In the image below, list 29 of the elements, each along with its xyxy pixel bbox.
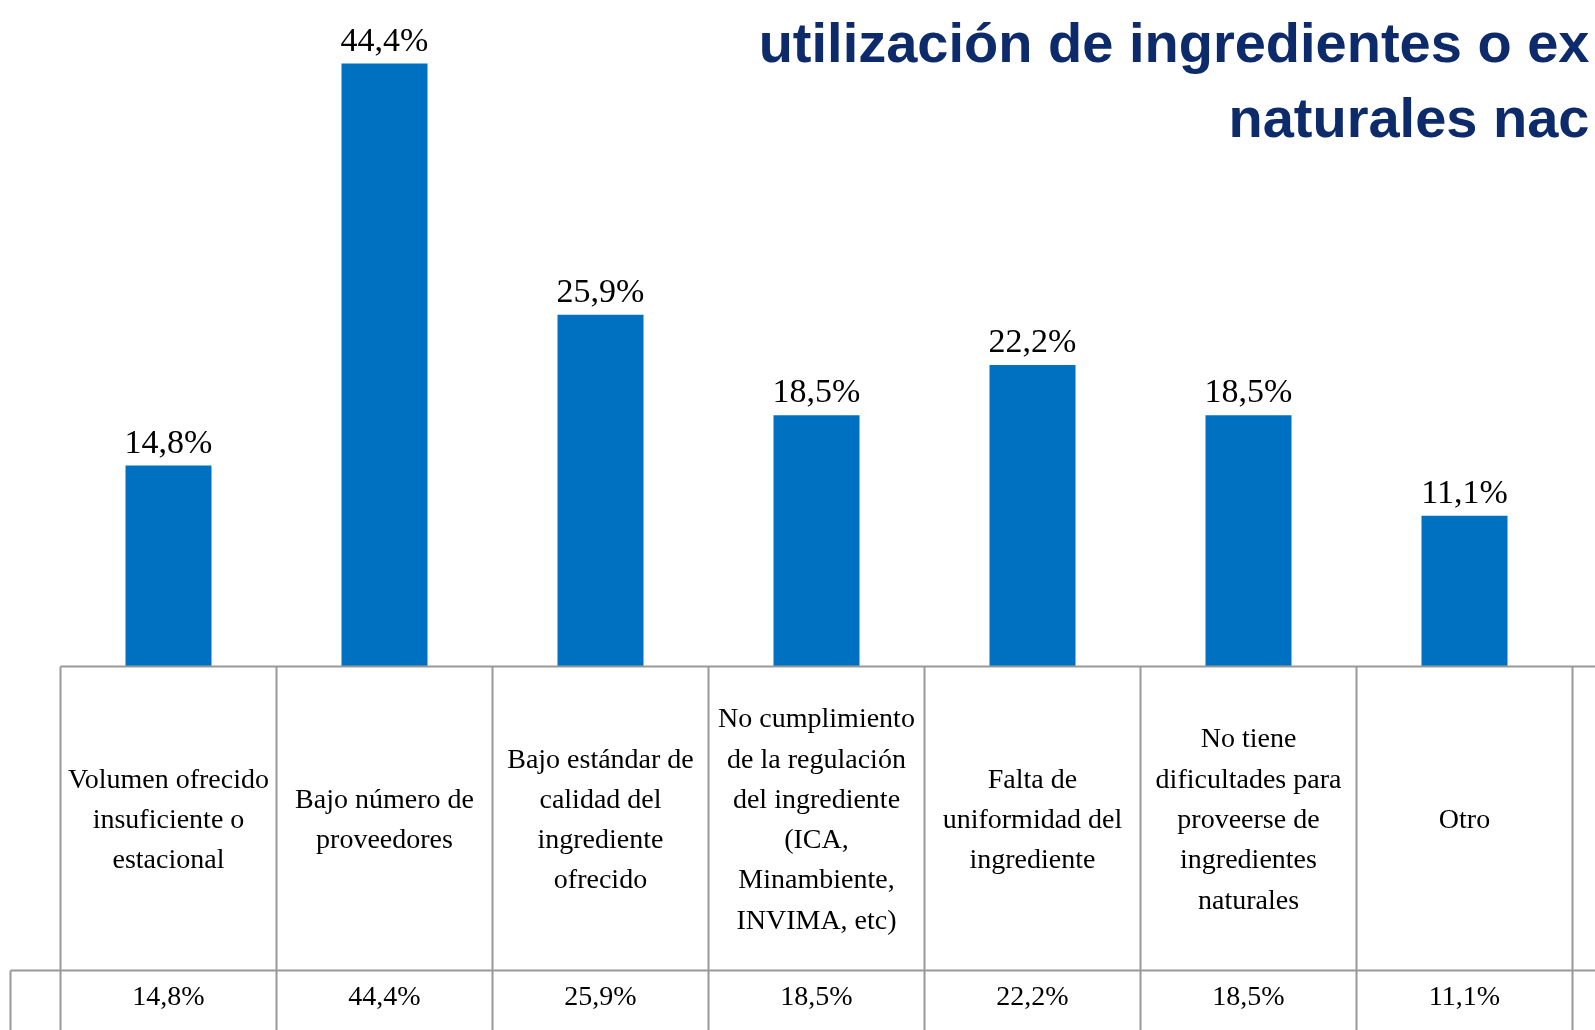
bar — [341, 63, 428, 667]
x-tick-label: Bajo número de proveedores — [295, 782, 474, 855]
text: 18,5% — [772, 372, 861, 410]
x-tick-label: No cumplimiento de la regulación del ingrediente (ICA, Minambiente, INVIMA, etc) — [718, 702, 915, 935]
text: 22,2% — [988, 322, 1077, 360]
text: 11,1% — [1421, 472, 1508, 510]
data-label: 18,5% — [1212, 980, 1285, 1011]
text: 44,4% — [340, 20, 429, 58]
x-tick-label: No tiene dificultades para proveerse de ingredientes naturales — [1155, 722, 1342, 915]
text: 14,8% — [124, 422, 213, 460]
data-label: 14,8% — [132, 980, 205, 1011]
data-label: 22,2% — [996, 980, 1069, 1011]
data-label: 18,5% — [780, 980, 853, 1011]
x-tick-label: Bajo estándar de calidad del ingrediente ofrecido — [507, 742, 694, 895]
data-label: 25,9% — [564, 980, 637, 1011]
bar — [125, 465, 212, 667]
bar — [773, 415, 860, 667]
bar — [1421, 515, 1508, 667]
chart-title: utilización de ingredientes o ex naturales nac — [758, 11, 1590, 149]
text: 18,5% — [1204, 372, 1293, 410]
bar — [989, 365, 1076, 667]
text: 25,9% — [556, 271, 645, 309]
data-label: 44,4% — [348, 980, 421, 1011]
x-tick-label: Otro — [1438, 803, 1491, 834]
data-label: 11,1% — [1428, 980, 1501, 1011]
x-tick-label: Volumen ofrecido insuficiente o estacional — [68, 762, 269, 875]
bar — [557, 314, 644, 667]
x-tick-label: Falta de uniformidad del ingrediente — [942, 762, 1123, 875]
bar — [1205, 415, 1292, 667]
